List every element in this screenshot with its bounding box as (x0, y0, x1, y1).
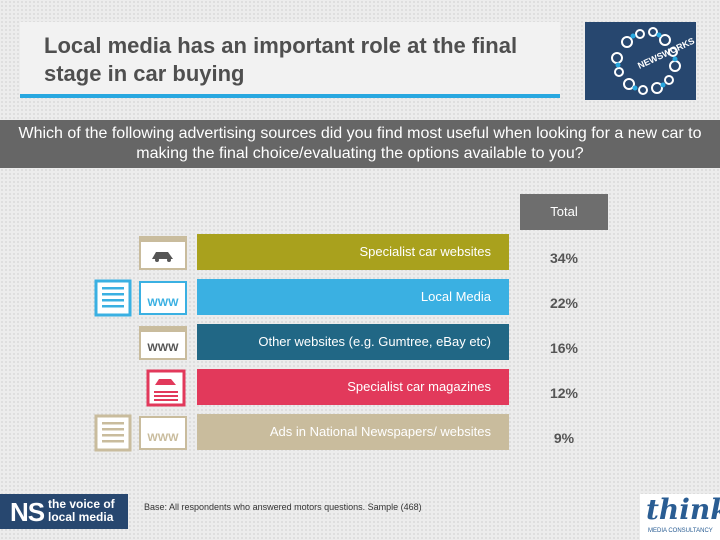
think-logo-subtitle: MEDIA CONSULTANCY (648, 528, 713, 534)
catalyst-logo-text: NEWSWORKS CATALYST (636, 22, 696, 71)
svg-text:WWW: WWW (147, 297, 179, 309)
bar-category-label: Local Media (420, 289, 491, 304)
ns-logo: NS the voice of local media (0, 494, 128, 529)
question-text: Which of the following advertising sourc… (18, 125, 702, 162)
www-website-icon: WWW (139, 326, 187, 360)
bar-value-label: 34% (549, 250, 579, 266)
car-magazine-icon (146, 369, 186, 407)
title-panel (20, 22, 560, 94)
catalyst-gears-icon: NEWSWORKS CATALYST (611, 15, 720, 95)
question-banner (0, 120, 720, 168)
think-logo-text: think (646, 493, 720, 526)
bar-category-label: Ads in National Newspapers/ websites (269, 424, 491, 439)
total-column-header: Total (520, 194, 608, 230)
svg-text:WWW: WWW (147, 342, 179, 354)
bar-value-label: 16% (549, 340, 579, 356)
base-note: Base: All respondents who answered motor… (144, 502, 422, 512)
ns-logo-mark: NS (10, 497, 45, 527)
car-website-icon (139, 236, 187, 270)
newspaper-www-icon: WWW (94, 414, 187, 452)
ns-logo-tagline: the voice of local media (48, 497, 115, 524)
bar-value-label: 12% (549, 385, 579, 401)
bar-value-label: 9% (553, 430, 575, 446)
page-title: Local media has an important role at the… (44, 33, 518, 86)
svg-text:WWW: WWW (147, 432, 179, 444)
think-logo (640, 494, 720, 540)
bar-category-label: Other websites (e.g. Gumtree, eBay etc) (258, 334, 491, 349)
bar-category-label: Specialist car websites (359, 244, 492, 259)
catalyst-logo: NEWSWORKS CATALYST (585, 15, 720, 100)
title-underline (20, 94, 560, 98)
bar-category-label: Specialist car magazines (347, 379, 491, 394)
bar-value-label: 22% (549, 295, 579, 311)
newspaper-www-icon: WWW (94, 279, 187, 317)
